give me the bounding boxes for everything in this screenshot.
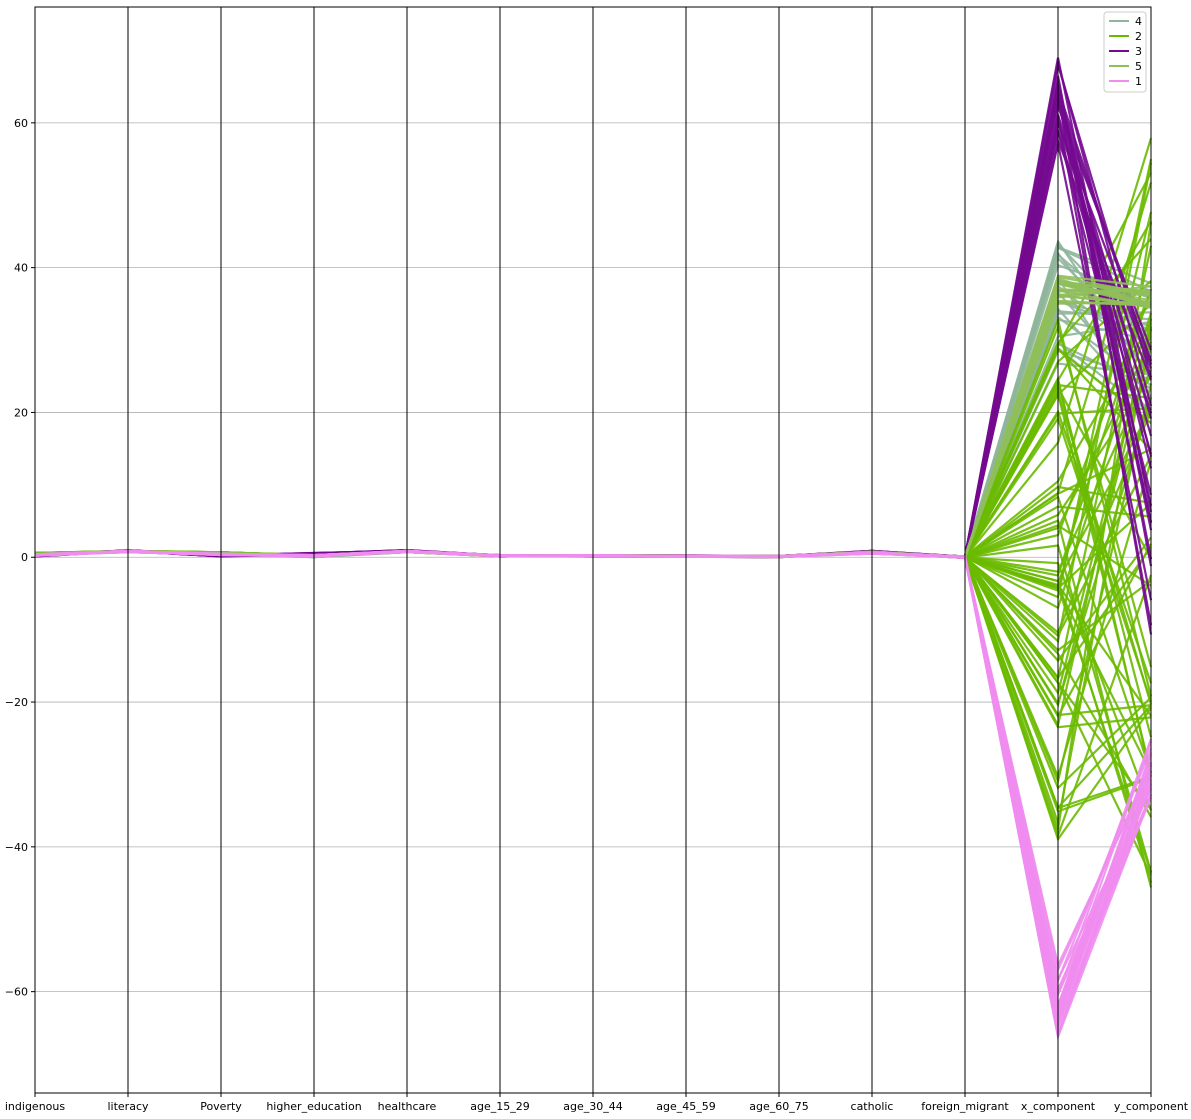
xtick-label-foreign_migrant: foreign_migrant [921,1100,1009,1113]
xtick-label-age_60_75: age_60_75 [749,1100,809,1113]
xtick-label-catholic: catholic [851,1100,894,1113]
ytick-label: −60 [5,986,28,999]
ytick-label: 40 [14,262,28,275]
ytick-label: 0 [21,551,28,564]
legend-label: 2 [1135,30,1142,43]
xtick-label-Poverty: Poverty [200,1100,242,1113]
xtick-label-age_30_44: age_30_44 [563,1100,623,1113]
legend-label: 4 [1135,15,1142,28]
axes-layer [34,6,1152,1094]
xtick-label-higher_education: higher_education [266,1100,361,1113]
xtick-label-y_component: y_component [1114,1100,1189,1113]
ytick-label: 60 [14,117,28,130]
xtick-label-age_15_29: age_15_29 [470,1100,530,1113]
xtick-label-literacy: literacy [107,1100,149,1113]
legend: 4 2 3 5 1 [1103,11,1147,93]
ticks-layer: −60 −40 −20 0 20 40 60 indigenous literacy Povert… [5,117,1189,1113]
xtick-label-indigenous: indigenous [5,1100,65,1113]
legend-label: 1 [1135,75,1142,88]
xtick-label-age_45_59: age_45_59 [656,1100,716,1113]
legend-label: 5 [1135,60,1142,73]
ytick-label: −40 [5,841,28,854]
ytick-label: −20 [5,696,28,709]
xtick-label-healthcare: healthcare [378,1100,437,1113]
legend-label: 3 [1135,45,1142,58]
ytick-label: 20 [14,406,28,419]
xtick-label-x_component: x_component [1021,1100,1096,1113]
